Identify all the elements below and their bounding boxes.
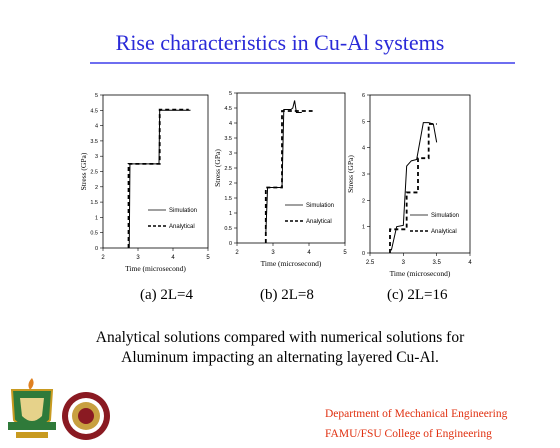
y-tick-label: 1.5 <box>224 196 232 202</box>
chart-2: 2 3 4 5 0 0.5 1 1.5 2 2.5 3 3.5 4 4.5 5 Time (microseco… <box>213 91 347 268</box>
y-tick-label: 1 <box>362 225 365 231</box>
x-tick-label: 5 <box>206 255 210 261</box>
x-axis-label: Time (microsecond) <box>261 259 322 268</box>
caption-c: (c) 2L=16 <box>387 287 448 303</box>
legend-label: Simulation <box>169 208 197 214</box>
y-tick-label: 2 <box>362 198 365 204</box>
y-tick-label: 3.5 <box>224 136 232 142</box>
caption-b: (b) 2L=8 <box>260 287 314 303</box>
y-tick-label: 2 <box>95 185 98 191</box>
series-analytical <box>264 110 313 243</box>
slide-title: Rise characteristics in Cu-Al systems <box>115 30 445 55</box>
x-tick-label: 4 <box>468 260 472 266</box>
x-tick-label: 3.5 <box>432 260 441 266</box>
x-tick-label: 4 <box>307 250 311 256</box>
y-tick-label: 0 <box>95 246 98 252</box>
x-tick-label: 4 <box>171 255 175 261</box>
y-axis-label: Stress (GPa) <box>213 149 222 187</box>
series-analytical <box>127 108 189 248</box>
y-tick-label: 5 <box>362 119 365 125</box>
series-simulation <box>390 122 438 251</box>
y-tick-label: 0.5 <box>90 231 98 237</box>
y-tick-label: 3 <box>362 172 365 178</box>
chart-3: 2.5 3 3.5 4 0 1 2 3 4 5 6 Time (microsecond) Stress … <box>346 93 472 278</box>
y-axis-label: Stress (GPa) <box>346 155 355 193</box>
y-tick-label: 0 <box>229 241 232 247</box>
x-tick-label: 2.5 <box>366 260 375 266</box>
x-tick-label: 3 <box>402 260 406 266</box>
fsu-seal-logo <box>62 392 110 440</box>
title-underline <box>90 62 515 64</box>
y-tick-label: 2.5 <box>90 170 98 176</box>
logos <box>8 378 110 440</box>
footer-college: FAMU/FSU College of Engineering <box>325 428 492 440</box>
y-tick-label: 4.5 <box>90 108 98 114</box>
y-tick-label: 0.5 <box>224 226 232 232</box>
legend-label: Analytical <box>169 224 195 230</box>
y-tick-label: 2.5 <box>224 166 232 172</box>
x-axis-label: Time (microsecond) <box>390 269 451 278</box>
legend-label: Simulation <box>306 203 334 209</box>
x-tick-label: 3 <box>271 250 275 256</box>
y-tick-label: 0 <box>362 251 365 257</box>
legend-label: Analytical <box>306 219 332 225</box>
caption-a: (a) 2L=4 <box>140 287 194 303</box>
y-tick-label: 4 <box>95 124 98 130</box>
chart-1: 2 3 4 5 0 0.5 1 1.5 2 2.5 3 3.5 4 4.5 5 Time (microseco… <box>79 93 210 273</box>
famu-crest-logo <box>8 378 56 438</box>
y-tick-label: 3 <box>95 154 98 160</box>
y-tick-label: 4.5 <box>224 106 232 112</box>
y-axis-label: Stress (GPa) <box>79 152 88 190</box>
y-tick-label: 3 <box>229 151 232 157</box>
y-tick-label: 1.5 <box>90 200 98 206</box>
series-simulation <box>265 100 302 235</box>
x-tick-label: 2 <box>101 255 105 261</box>
y-tick-label: 5 <box>229 91 232 97</box>
legend-label: Analytical <box>431 229 457 235</box>
y-tick-label: 6 <box>362 93 365 99</box>
series-analytical <box>389 123 437 253</box>
body-line-2: Aluminum impacting an alternating layere… <box>121 349 439 366</box>
x-tick-label: 5 <box>343 250 347 256</box>
legend-label: Simulation <box>431 213 459 219</box>
slide-body: Analytical solutions compared with numer… <box>40 328 520 368</box>
y-tick-label: 1 <box>229 211 232 217</box>
y-tick-label: 5 <box>95 93 98 99</box>
y-tick-label: 4 <box>229 121 232 127</box>
y-tick-label: 4 <box>362 146 365 152</box>
y-tick-label: 3.5 <box>90 139 98 145</box>
footer-department: Department of Mechanical Engineering <box>325 408 508 420</box>
body-line-1: Analytical solutions compared with numer… <box>95 329 465 346</box>
x-tick-label: 2 <box>235 250 239 256</box>
y-tick-label: 1 <box>95 215 98 221</box>
x-tick-label: 3 <box>136 255 140 261</box>
x-axis-label: Time (microsecond) <box>125 264 186 273</box>
y-tick-label: 2 <box>229 181 232 187</box>
